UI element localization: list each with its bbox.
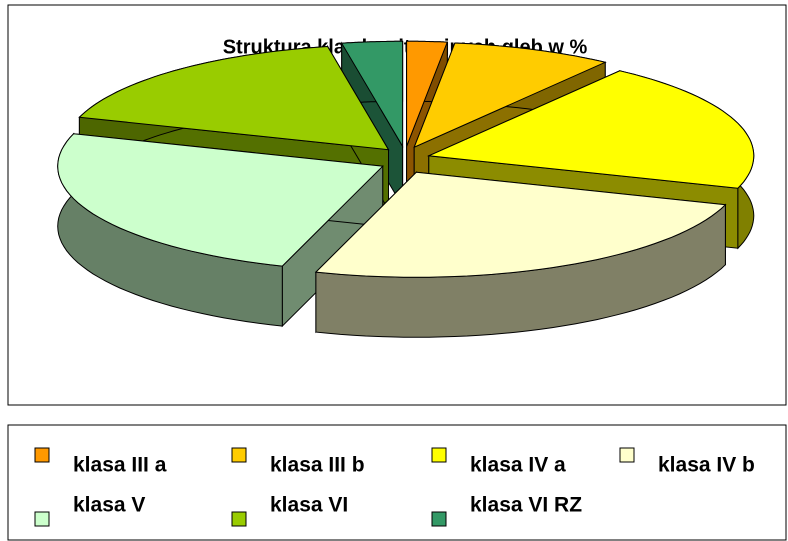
slice: [57, 133, 384, 267]
legend-frame: [7, 424, 787, 541]
legend-swatch: [34, 447, 50, 463]
slice: [340, 40, 404, 149]
legend-swatch: [431, 447, 447, 463]
legend-label: klasa IV a: [470, 454, 566, 477]
slice: [406, 40, 449, 147]
legend-label: klasa V: [73, 494, 145, 517]
slice: [78, 45, 390, 151]
slice: [314, 171, 727, 278]
slice: [426, 70, 755, 189]
legend-label: klasa III b: [270, 454, 365, 477]
legend-label: klasa VI: [270, 494, 348, 517]
pie: [57, 40, 755, 338]
legend-label: klasa III a: [73, 454, 167, 477]
legend: klasa III a klasa III b klasa IV a klasa IV…: [34, 447, 755, 527]
legend-swatch: [619, 447, 635, 463]
legend-label: klasa VI RZ: [470, 494, 582, 517]
slice: [413, 42, 607, 149]
legend-swatch: [231, 511, 247, 527]
legend-swatch: [34, 511, 50, 527]
legend-label: klasa IV b: [658, 454, 755, 477]
legend-swatch: [231, 447, 247, 463]
legend-swatch: [431, 511, 447, 527]
